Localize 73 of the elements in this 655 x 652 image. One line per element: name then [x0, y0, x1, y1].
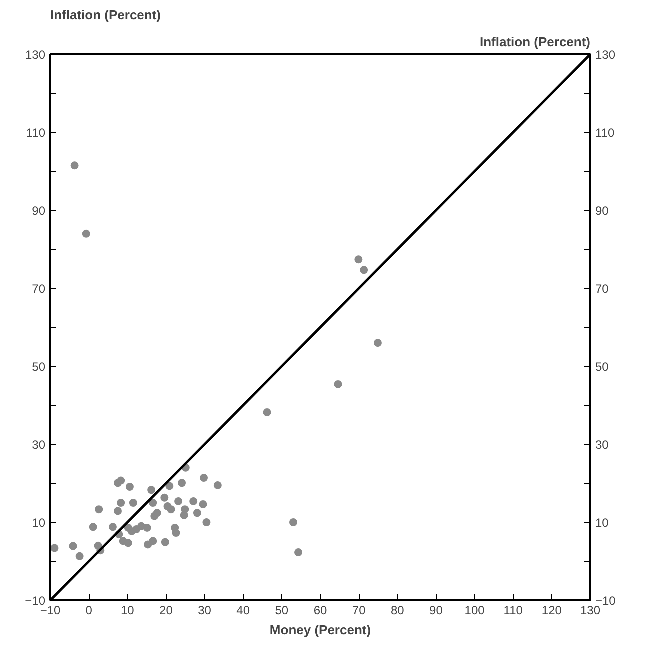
point: [153, 509, 162, 518]
y2-tick-label: 10: [596, 516, 610, 530]
point: [114, 507, 122, 516]
point: [202, 518, 211, 526]
x-tick-label: 80: [390, 604, 405, 618]
point: [290, 518, 298, 526]
x-tick-label: 60: [314, 604, 328, 618]
point: [82, 230, 90, 238]
point: [190, 497, 198, 506]
y2-tick-label: 30: [596, 438, 610, 452]
point: [180, 511, 188, 520]
point: [129, 499, 138, 507]
x-tick-label: 0: [86, 604, 93, 618]
point: [174, 497, 183, 506]
y2-tick-label: 110: [596, 126, 615, 140]
point: [354, 256, 363, 264]
point: [214, 481, 222, 490]
point: [95, 506, 104, 514]
point: [360, 266, 368, 274]
y-axis-title: Inflation (Percent): [50, 8, 162, 22]
point: [70, 162, 79, 170]
point: [160, 494, 169, 502]
x-tick-label: 70: [352, 604, 366, 618]
y2-tick-label: 130: [596, 48, 616, 62]
y2-tick-label: 70: [596, 282, 610, 296]
point: [89, 523, 98, 532]
point: [374, 339, 382, 348]
point: [161, 538, 170, 546]
y-tick-label: −10: [25, 594, 46, 608]
x-tick-label: 50: [275, 604, 289, 618]
point: [124, 539, 132, 548]
y2-tick-label: 90: [596, 204, 610, 218]
point: [143, 524, 152, 532]
point: [76, 552, 84, 560]
y-tick-label: 90: [32, 204, 46, 218]
point: [334, 380, 342, 388]
point: [200, 474, 208, 482]
x-tick-label: 100: [464, 604, 486, 618]
x-tick-label: 110: [504, 604, 524, 618]
y-tick-label: 10: [32, 516, 46, 530]
point: [149, 537, 158, 546]
x-tick-label: 40: [236, 604, 250, 618]
point: [294, 548, 303, 557]
point: [149, 499, 158, 507]
point: [166, 482, 174, 490]
y-tick-label: 50: [32, 360, 46, 374]
point: [124, 524, 132, 532]
point: [178, 479, 186, 488]
point: [126, 483, 134, 492]
point: [193, 509, 202, 518]
point: [69, 542, 78, 550]
point: [117, 499, 126, 507]
point: [148, 486, 156, 494]
y-tick-label: 30: [32, 438, 46, 452]
x-tick-label: 130: [580, 604, 601, 618]
y-tick-label: 70: [32, 282, 46, 296]
point: [263, 408, 272, 417]
x-axis-title: Money (Percent): [270, 622, 372, 638]
y-tick-label: 110: [26, 126, 46, 140]
x-tick-label: 20: [160, 604, 174, 618]
y2-tick-label: 50: [596, 360, 610, 374]
y2-axis-title: Inflation (Percent): [480, 34, 591, 50]
point: [199, 500, 208, 509]
x-tick-label: 10: [120, 604, 135, 618]
point: [117, 476, 126, 485]
point: [108, 523, 117, 532]
point: [50, 544, 59, 552]
x-tick-label: 120: [542, 604, 562, 618]
point: [167, 506, 176, 514]
y-tick-label: 130: [25, 48, 46, 62]
point: [172, 529, 180, 538]
x-tick-label: 90: [430, 604, 444, 618]
x-tick-label: 30: [198, 604, 212, 618]
